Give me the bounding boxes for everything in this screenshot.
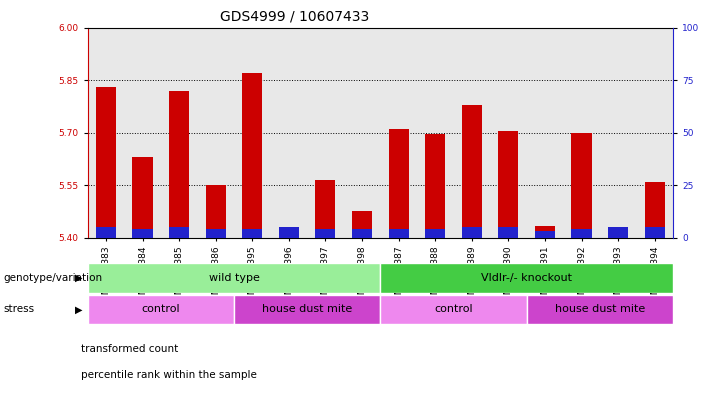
Bar — [535, 226, 555, 238]
Text: control: control — [434, 305, 472, 314]
Bar — [315, 230, 336, 238]
Bar — [462, 105, 482, 238]
Bar — [96, 227, 116, 238]
Bar — [198, 28, 234, 238]
Text: house dust mite: house dust mite — [554, 305, 645, 314]
Bar — [234, 295, 380, 324]
Bar — [279, 233, 299, 238]
Bar — [307, 28, 343, 238]
Bar — [88, 295, 234, 324]
Bar — [132, 157, 153, 238]
Bar — [352, 211, 372, 238]
Bar — [352, 230, 372, 238]
Bar — [132, 230, 153, 238]
Bar — [279, 227, 299, 238]
Bar — [425, 230, 445, 238]
Text: wild type: wild type — [208, 273, 259, 283]
Text: house dust mite: house dust mite — [262, 305, 352, 314]
Bar — [417, 28, 454, 238]
Bar — [637, 28, 673, 238]
Bar — [343, 28, 380, 238]
Bar — [645, 227, 665, 238]
Bar — [380, 263, 673, 293]
Bar — [454, 28, 490, 238]
Bar — [498, 227, 519, 238]
Bar — [124, 28, 161, 238]
Bar — [645, 182, 665, 238]
Bar — [600, 28, 637, 238]
Bar — [608, 233, 628, 238]
Text: percentile rank within the sample: percentile rank within the sample — [81, 369, 257, 380]
Bar — [88, 263, 380, 293]
Bar — [88, 28, 124, 238]
Text: control: control — [142, 305, 180, 314]
Bar — [242, 73, 262, 238]
Bar — [242, 230, 262, 238]
Text: genotype/variation: genotype/variation — [4, 273, 102, 283]
Bar — [388, 129, 409, 238]
Bar — [535, 231, 555, 238]
Bar — [490, 28, 526, 238]
Bar — [161, 28, 198, 238]
Text: GDS4999 / 10607433: GDS4999 / 10607433 — [220, 10, 369, 24]
Bar — [498, 131, 519, 238]
Bar — [315, 180, 336, 238]
Bar — [425, 134, 445, 238]
Bar — [381, 28, 417, 238]
Bar — [526, 295, 673, 324]
Bar — [205, 230, 226, 238]
Bar — [571, 132, 592, 238]
Text: stress: stress — [4, 305, 34, 314]
Bar — [388, 230, 409, 238]
Text: ▶: ▶ — [75, 305, 82, 314]
Bar — [205, 185, 226, 238]
Bar — [571, 230, 592, 238]
Bar — [380, 295, 526, 324]
Bar — [96, 87, 116, 238]
Text: transformed count: transformed count — [81, 344, 178, 354]
Bar — [608, 227, 628, 238]
Text: ▶: ▶ — [75, 273, 82, 283]
Bar — [563, 28, 600, 238]
Bar — [526, 28, 563, 238]
Bar — [271, 28, 307, 238]
Bar — [234, 28, 271, 238]
Text: Vldlr-/- knockout: Vldlr-/- knockout — [481, 273, 572, 283]
Bar — [169, 90, 189, 238]
Bar — [169, 227, 189, 238]
Bar — [462, 227, 482, 238]
